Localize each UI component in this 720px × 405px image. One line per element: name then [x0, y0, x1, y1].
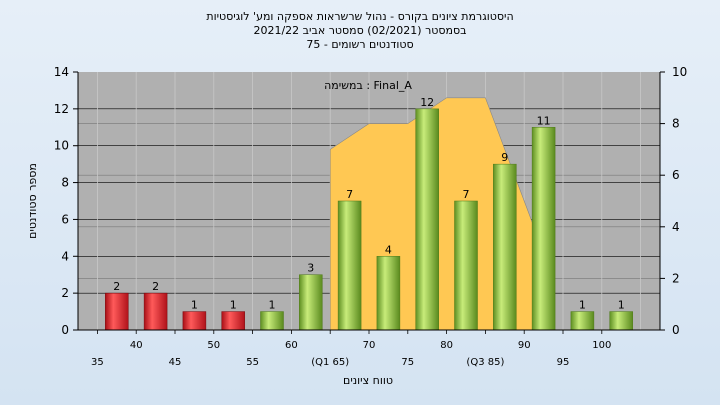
bar-50 [221, 311, 245, 331]
x-tick-label: 35 [91, 357, 104, 368]
value-label: 2 [113, 280, 120, 293]
y-axis-left: 0 2 4 6 8 10 12 14 [54, 65, 78, 337]
y-tick-label: 0 [61, 323, 69, 337]
bar-55 [260, 311, 284, 331]
y-tick-label: 14 [54, 65, 69, 79]
y-tick-label: 10 [54, 139, 69, 153]
bar-(Q1 65) [337, 200, 362, 331]
value-label: 9 [501, 151, 508, 164]
bar-(Q3 85) [493, 163, 517, 331]
bar-45 [182, 311, 207, 331]
chart-title-line-3: סטודנטים רשומים - 75 [306, 38, 414, 51]
value-label: 7 [346, 188, 353, 201]
y2-tick-label: 0 [672, 323, 680, 337]
x-tick-label: 45 [169, 357, 182, 368]
y-axis-title: מספר סטודנטים [26, 163, 39, 239]
value-label: 1 [191, 299, 198, 312]
value-label: 2 [152, 280, 159, 293]
x-axis: 35 40 45 50 55 60 (Q1 65) 70 75 80 (Q3 85) 90 95 100 [91, 330, 611, 368]
y-tick-label: 6 [61, 212, 69, 226]
x-tick-label: 95 [557, 357, 570, 368]
value-label: 1 [579, 299, 586, 312]
value-label: 12 [420, 96, 434, 109]
x-tick-label: (Q1 65) [311, 357, 349, 368]
x-tick-label: 60 [285, 340, 298, 351]
y2-tick-label: 4 [672, 220, 680, 234]
bar-75 [415, 108, 439, 331]
value-label: 4 [385, 243, 392, 256]
bar-60 [299, 274, 323, 331]
y-tick-label: 12 [54, 102, 69, 116]
chart-title-line-2: בסמסטר (02/2021) סמסטר אביב 2021/22 [253, 24, 467, 37]
grid-lines [78, 72, 660, 330]
value-label: 1 [269, 299, 276, 312]
x-tick-label: 50 [207, 340, 220, 351]
value-label: 3 [307, 262, 314, 275]
bar-40 [143, 292, 168, 331]
x-tick-label: (Q3 85) [466, 357, 504, 368]
y-tick-label: 8 [61, 176, 69, 190]
bar-35 [105, 292, 129, 331]
x-tick-label: 40 [130, 340, 143, 351]
x-tick-label: 90 [518, 340, 531, 351]
y2-tick-label: 6 [672, 168, 680, 182]
value-label: 11 [537, 114, 551, 127]
x-axis-title: טווח ציונים [343, 374, 393, 387]
bar-100 [609, 311, 633, 331]
value-label: 1 [618, 299, 625, 312]
x-tick-label: 75 [401, 357, 414, 368]
bar-90 [531, 127, 556, 331]
bar-80 [454, 200, 478, 331]
y2-tick-label: 10 [672, 65, 687, 79]
y-tick-label: 4 [61, 249, 69, 263]
y-axis-right: 0 2 4 6 8 10 [660, 65, 687, 337]
bars-layer [105, 108, 633, 331]
x-tick-label: 70 [363, 340, 376, 351]
y2-tick-label: 2 [672, 271, 680, 285]
bar-95 [570, 311, 595, 331]
y-tick-label: 2 [61, 286, 69, 300]
task-annotation: במשימה : Final_A [324, 79, 412, 92]
x-tick-label: 55 [246, 357, 259, 368]
bar-70 [376, 256, 401, 331]
y2-tick-label: 8 [672, 117, 680, 131]
chart-title-line-1: היסטוגרמת ציונים בקורס - נהול שרשראות אס… [206, 10, 514, 23]
value-label: 7 [463, 188, 470, 201]
value-label: 1 [230, 299, 237, 312]
x-tick-label: 80 [440, 340, 453, 351]
x-tick-label: 100 [592, 340, 611, 351]
